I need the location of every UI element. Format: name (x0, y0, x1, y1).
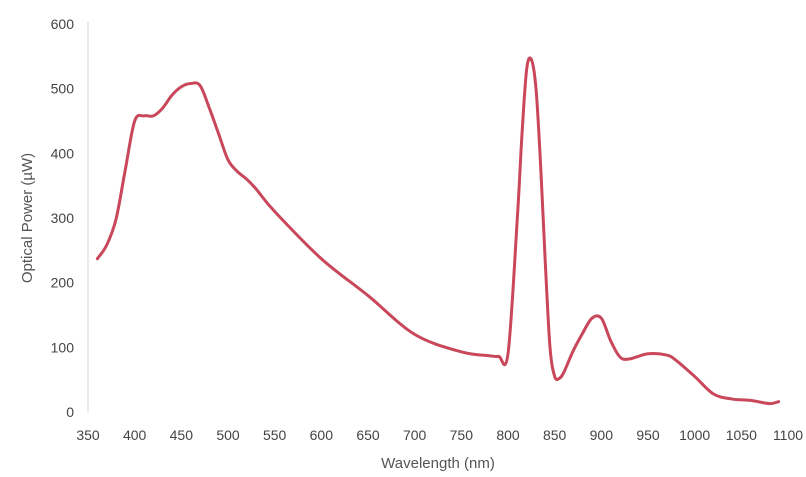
x-tick-label: 800 (496, 427, 520, 443)
x-tick-label: 1000 (679, 427, 710, 443)
y-axis-title: Optical Power (µW) (19, 153, 36, 283)
x-tick-label: 550 (263, 427, 287, 443)
y-tick-label: 300 (51, 210, 75, 226)
x-tick-label: 900 (590, 427, 614, 443)
x-tick-label: 1050 (726, 427, 757, 443)
x-tick-label: 1100 (773, 427, 803, 443)
x-tick-label: 950 (636, 427, 660, 443)
x-tick-label: 500 (216, 427, 240, 443)
x-axis-title: Wavelength (nm) (381, 455, 495, 472)
x-tick-label: 700 (403, 427, 427, 443)
x-tick-label: 350 (76, 427, 100, 443)
x-tick-label: 600 (310, 427, 334, 443)
x-tick-label: 650 (356, 427, 380, 443)
x-tick-label: 450 (170, 427, 194, 443)
y-tick-label: 100 (51, 339, 75, 355)
series-layer (95, 56, 781, 406)
y-tick-label: 0 (66, 404, 74, 420)
y-tick-label: 400 (51, 145, 75, 161)
y-tick-label: 500 (51, 81, 75, 97)
y-tick-labels: 0 100 200 300 400 500 600 (51, 16, 75, 420)
x-tick-label: 850 (543, 427, 567, 443)
series-line-0 (95, 56, 781, 406)
x-tick-label: 400 (123, 427, 147, 443)
x-tick-labels: 350 400 450 500 550 600 650 700 750 800 850 900 950 1… (76, 427, 803, 443)
y-tick-label: 200 (51, 275, 75, 291)
y-tick-label: 600 (51, 16, 75, 32)
x-tick-label: 750 (450, 427, 474, 443)
